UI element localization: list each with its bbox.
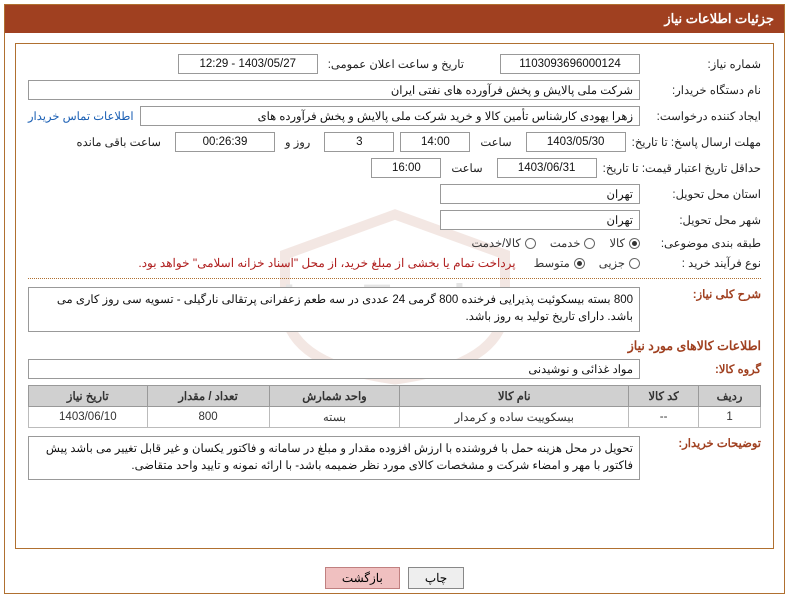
table-header: ردیف (699, 385, 761, 406)
radio-icon (584, 238, 595, 249)
back-button[interactable]: بازگشت (325, 567, 400, 589)
purchase-process-option[interactable]: جزیی (599, 256, 640, 270)
label-buyer-org: نام دستگاه خریدار: (646, 83, 761, 97)
subject-category-option[interactable]: کالا/خدمت (472, 236, 536, 250)
label-request-no: شماره نیاز: (646, 57, 761, 71)
treasury-note: پرداخت تمام یا بخشی از مبلغ خرید، از محل… (138, 256, 515, 270)
items-section-title: اطلاعات کالاهای مورد نیاز (28, 338, 761, 353)
label-delivery-city: شهر محل تحویل: (646, 213, 761, 227)
radio-label: جزیی (599, 256, 625, 270)
panel-header: جزئیات اطلاعات نیاز (5, 5, 784, 33)
table-cell: بسته (269, 406, 400, 427)
field-validity-time: 16:00 (371, 158, 441, 178)
label-subject-category: طبقه بندی موضوعی: (646, 236, 761, 250)
purchase-process-option[interactable]: متوسط (534, 256, 585, 270)
print-button[interactable]: چاپ (408, 567, 464, 589)
label-requester: ایجاد کننده درخواست: (646, 109, 761, 123)
label-time2: ساعت (451, 161, 482, 175)
field-validity-date: 1403/06/31 (497, 158, 597, 178)
items-table: ردیفکد کالانام کالاواحد شمارشتعداد / مقد… (28, 385, 761, 428)
label-reply-deadline: مهلت ارسال پاسخ: تا تاریخ: (632, 135, 761, 149)
table-header: نام کالا (400, 385, 629, 406)
label-announce-date: تاریخ و ساعت اعلان عمومی: (328, 57, 464, 71)
label-purchase-process: نوع فرآیند خرید : (646, 256, 761, 270)
radio-icon (525, 238, 536, 249)
field-reply-days: 3 (324, 132, 394, 152)
field-buyer-org: شرکت ملی پالایش و پخش فرآورده های نفتی ا… (28, 80, 640, 100)
label-price-validity: حداقل تاریخ اعتبار قیمت: تا تاریخ: (603, 161, 761, 175)
purchase-process-group: جزیی متوسط (534, 256, 640, 270)
label-remaining: ساعت باقی مانده (77, 135, 161, 149)
table-header: واحد شمارش (269, 385, 400, 406)
label-goods-group: گروه کالا: (646, 362, 761, 376)
table-cell: بیسکوییت ساده و کرمدار (400, 406, 629, 427)
details-panel: IranTender شماره نیاز: 1103093696000124 … (15, 43, 774, 549)
radio-label: متوسط (534, 256, 570, 270)
table-row: 1--بیسکوییت ساده و کرمداربسته8001403/06/… (29, 406, 761, 427)
table-header: کد کالا (629, 385, 699, 406)
field-buyer-notes: تحویل در محل هزینه حمل با فروشنده با ارز… (28, 436, 640, 481)
label-general-desc: شرح کلی نیاز: (646, 287, 761, 301)
subject-category-group: کالا خدمت کالا/خدمت (472, 236, 641, 250)
radio-icon (574, 258, 585, 269)
field-announce-date: 1403/05/27 - 12:29 (178, 54, 318, 74)
radio-icon (629, 238, 640, 249)
field-general-desc: 800 بسته بیسکوئیت پذیرایی فرخنده 800 گرم… (28, 287, 640, 332)
table-header: تعداد / مقدار (147, 385, 269, 406)
table-cell: 800 (147, 406, 269, 427)
action-bar: چاپ بازگشت (5, 559, 784, 593)
field-requester: زهرا یهودی کارشناس تأمین کالا و خرید شرک… (140, 106, 640, 126)
table-header: تاریخ نیاز (29, 385, 148, 406)
radio-label: کالا/خدمت (472, 236, 521, 250)
field-request-no: 1103093696000124 (500, 54, 640, 74)
label-time1: ساعت (480, 135, 511, 149)
radio-icon (629, 258, 640, 269)
separator (28, 278, 761, 279)
table-cell: -- (629, 406, 699, 427)
field-delivery-province: تهران (440, 184, 640, 204)
table-cell: 1 (699, 406, 761, 427)
label-buyer-notes: توضیحات خریدار: (646, 436, 761, 450)
field-reply-date: 1403/05/30 (526, 132, 626, 152)
label-delivery-province: استان محل تحویل: (646, 187, 761, 201)
label-days-and: روز و (285, 135, 310, 149)
radio-label: کالا (609, 236, 625, 250)
radio-label: خدمت (550, 236, 581, 250)
subject-category-option[interactable]: خدمت (550, 236, 596, 250)
field-delivery-city: تهران (440, 210, 640, 230)
field-reply-time: 14:00 (400, 132, 470, 152)
table-cell: 1403/06/10 (29, 406, 148, 427)
subject-category-option[interactable]: کالا (609, 236, 640, 250)
field-goods-group: مواد غذائی و نوشیدنی (28, 359, 640, 379)
buyer-contact-link[interactable]: اطلاعات تماس خریدار (28, 109, 134, 123)
field-countdown: 00:26:39 (175, 132, 275, 152)
